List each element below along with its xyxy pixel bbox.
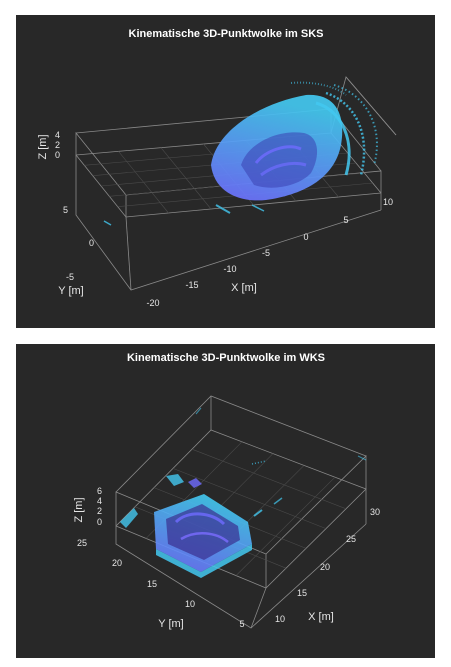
- x-tick-label: 20: [320, 562, 330, 572]
- z-tick-label: 0: [97, 517, 102, 527]
- grid-line: [235, 476, 336, 576]
- y-tick-label: 15: [147, 579, 157, 589]
- x-tick-label: 15: [297, 588, 307, 598]
- y-axis-label: Y [m]: [58, 285, 83, 297]
- chart-title: Kinematische 3D-Punktwolke im WKS: [127, 352, 325, 364]
- point-cloud: [103, 81, 378, 226]
- x-tick-label: 10: [275, 614, 285, 624]
- y-tick-label: 5: [63, 205, 68, 215]
- chart-sks: Kinematische 3D-Punktwolke im SKS: [37, 28, 397, 308]
- z-tick-label: 2: [97, 506, 102, 516]
- z-tick-label: 4: [97, 496, 102, 506]
- z-tick-label: 6: [97, 486, 102, 496]
- x-tick-label: 5: [343, 215, 348, 225]
- x-tick-label: -15: [185, 280, 198, 290]
- chart-wks: Kinematische 3D-Punktwolke im WKS: [73, 352, 380, 630]
- axes-box: [115, 395, 367, 629]
- x-tick-label: -20: [146, 298, 159, 308]
- x-tick-labels: 10 15 20 25 30: [275, 507, 380, 624]
- grid-line: [191, 448, 347, 510]
- z-tick-labels: 0 2 4 6: [97, 486, 102, 527]
- x-tick-label: -5: [262, 248, 270, 258]
- y-tick-labels: -5 0 5: [63, 205, 94, 282]
- chart-panel-wks: Kinematische 3D-Punktwolke im WKS: [16, 344, 435, 658]
- z-tick-label: 4: [55, 130, 60, 140]
- z-axis-label: Z [m]: [37, 134, 49, 159]
- y-tick-label: 5: [239, 619, 244, 629]
- z-tick-labels: 0 2 4: [55, 130, 60, 160]
- x-tick-label: 30: [370, 507, 380, 517]
- x-axis-label: X [m]: [308, 611, 334, 623]
- grid-line: [172, 468, 327, 529]
- z-tick-label: 0: [55, 150, 60, 160]
- y-tick-label: 20: [112, 558, 122, 568]
- y-tick-label: 10: [185, 599, 195, 609]
- y-tick-label: 0: [89, 238, 94, 248]
- y-axis-label: Y [m]: [158, 618, 183, 630]
- y-tick-labels: 5 10 15 20 25: [77, 538, 245, 629]
- y-tick-label: 25: [77, 538, 87, 548]
- y-tick-label: -5: [66, 272, 74, 282]
- x-tick-label: 0: [303, 232, 308, 242]
- point-cloud: [120, 407, 367, 578]
- x-tick-labels: -20 -15 -10 -5 0 5 10: [146, 197, 393, 308]
- z-axis-label: Z [m]: [73, 497, 85, 522]
- x-axis-label: X [m]: [231, 282, 257, 294]
- chart-panel-sks: Kinematische 3D-Punktwolke im SKS: [16, 15, 435, 328]
- x-tick-label: -10: [223, 264, 236, 274]
- chart-title: Kinematische 3D-Punktwolke im SKS: [129, 28, 324, 40]
- z-tick-label: 2: [55, 140, 60, 150]
- x-tick-label: 10: [383, 197, 393, 207]
- x-tick-label: 25: [346, 534, 356, 544]
